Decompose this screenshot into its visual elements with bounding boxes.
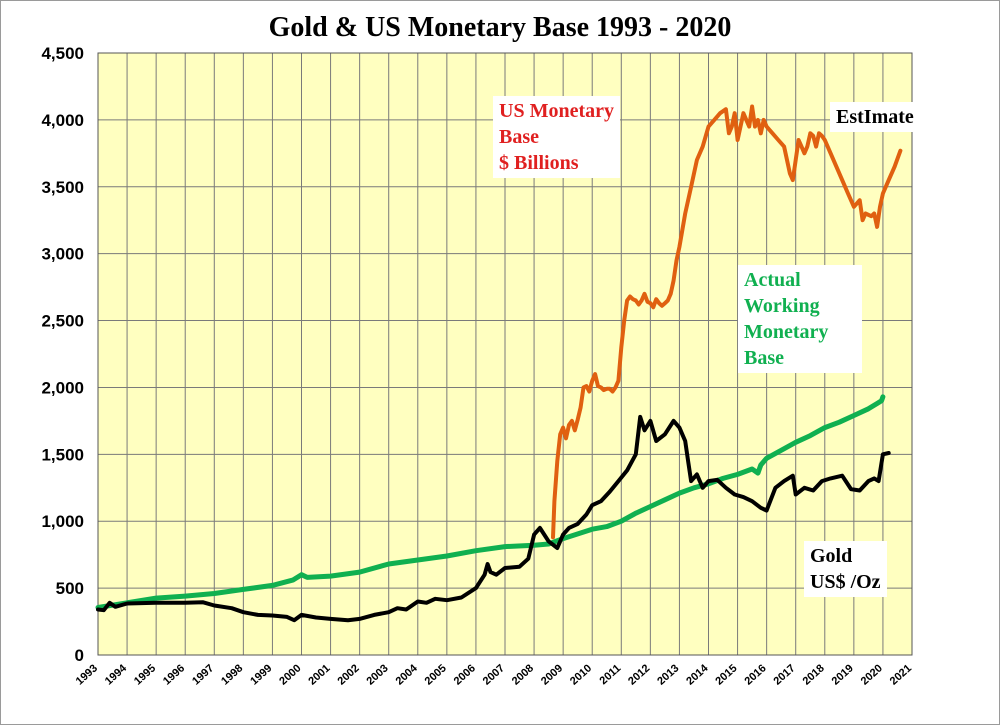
x-tick-label: 2019: [830, 662, 856, 687]
y-axis-labels: 0 500 1,000 1,500 2,000 2,500 3,000 3,500 4,000 4…: [41, 44, 84, 665]
x-tick-label: 2010: [568, 662, 594, 687]
working-annotation-line: Base: [744, 347, 784, 369]
x-axis-labels: 1993 1994 1995 1996 1997 1998 1999 2000 2001 2002…: [74, 662, 914, 688]
x-tick-label: 2014: [684, 662, 711, 688]
gold-annotation: Gold US$ /Oz: [804, 541, 887, 597]
base-annotation: US Monetary Base $ Billions: [493, 96, 620, 178]
chart-title: Gold & US Monetary Base 1993 - 2020: [268, 12, 732, 43]
gold-annotation-line: US$ /Oz: [810, 571, 881, 593]
y-tick-label: 3,500: [41, 178, 84, 197]
x-tick-label: 2016: [742, 662, 768, 687]
base-annotation-line: $ Billions: [499, 152, 579, 174]
working-annotation-line: Actual: [744, 269, 801, 291]
working-annotation-line: Monetary: [744, 321, 829, 343]
base-annotation-line: US Monetary: [499, 100, 614, 122]
x-tick-label: 2000: [277, 662, 303, 687]
x-tick-label: 1998: [219, 662, 245, 687]
x-tick-label: 2017: [771, 662, 797, 687]
x-tick-label: 2004: [394, 662, 421, 688]
gold-series-line: [96, 414, 891, 623]
x-tick-label: 2007: [481, 662, 507, 687]
x-tick-label: 2013: [655, 662, 681, 687]
x-tick-label: 2020: [859, 662, 885, 687]
base-annotation-line: Base: [499, 126, 539, 148]
x-tick-label: 1993: [74, 662, 100, 687]
y-tick-label: 4,500: [41, 44, 84, 63]
x-tick-label: 1994: [103, 662, 130, 688]
y-tick-label: 4,000: [41, 111, 84, 130]
x-tick-label: 1999: [248, 662, 274, 687]
y-tick-label: 1,500: [41, 445, 84, 464]
x-tick-label: 2005: [423, 662, 449, 687]
base-series-line: [551, 104, 903, 540]
y-tick-label: 2,000: [41, 378, 84, 397]
x-tick-label: 1997: [190, 662, 216, 687]
x-tick-label: 2009: [539, 662, 565, 687]
x-tick-label: 2003: [364, 662, 390, 687]
estimate-annotation-text: EstImate: [836, 106, 914, 128]
working-annotation: Actual Working Monetary Base: [738, 265, 862, 373]
y-tick-label: 2,500: [41, 312, 84, 331]
gold-annotation-line: Gold: [810, 545, 853, 567]
x-tick-label: 1996: [161, 662, 187, 687]
x-tick-label: 2021: [888, 662, 914, 687]
y-tick-label: 3,000: [41, 245, 84, 264]
x-tick-label: 2015: [713, 662, 739, 687]
estimate-annotation: EstImate: [830, 102, 920, 132]
working-series-line: [95, 394, 886, 610]
working-annotation-line: Working: [744, 295, 820, 317]
y-tick-label: 500: [56, 579, 84, 598]
x-tick-label: 2001: [306, 662, 332, 687]
x-tick-label: 1995: [132, 662, 158, 687]
series-lines: [95, 104, 903, 623]
x-tick-label: 2006: [452, 662, 478, 687]
plot-border: [97, 52, 913, 656]
y-tick-label: 1,000: [41, 512, 84, 531]
x-tick-label: 2008: [510, 662, 536, 687]
x-tick-label: 2018: [801, 662, 827, 687]
x-tick-label: 2011: [598, 662, 624, 687]
x-tick-label: 2002: [335, 662, 361, 687]
x-tick-label: 2012: [626, 662, 652, 687]
y-tick-label: 0: [75, 646, 84, 665]
